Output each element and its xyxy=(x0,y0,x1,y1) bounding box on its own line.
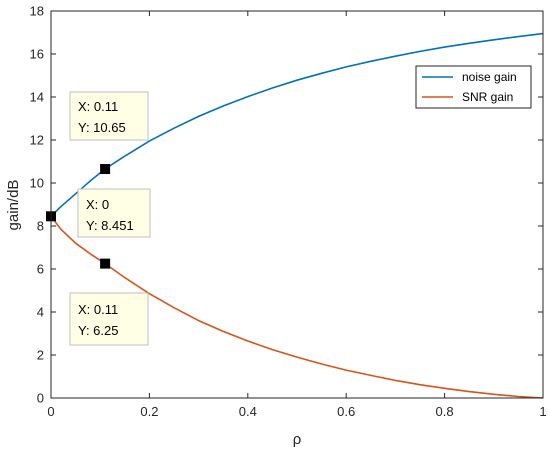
y-tick-label: 2 xyxy=(37,348,44,363)
x-tick-label: 0 xyxy=(47,404,54,419)
legend-label-noise-gain: noise gain xyxy=(462,70,517,84)
y-tick-label: 18 xyxy=(30,4,44,19)
datatip-box xyxy=(69,292,149,346)
x-tick-label: 0.2 xyxy=(140,404,158,419)
y-tick-label: 14 xyxy=(30,90,44,105)
datatip-y-value: Y: 6.25 xyxy=(78,323,118,338)
y-tick-label: 10 xyxy=(30,176,44,191)
datatip-3[interactable]: X: 0.11 Y: 6.25 xyxy=(69,292,149,346)
datatip-y-value: Y: 10.65 xyxy=(78,120,126,135)
x-tick-label: 0.4 xyxy=(239,404,257,419)
plot-frame xyxy=(50,10,544,399)
x-tick-label: 0.8 xyxy=(436,404,454,419)
legend: noise gain SNR gain xyxy=(415,65,532,109)
x-tick-label: 0.6 xyxy=(337,404,355,419)
y-axis-label: gain/dB xyxy=(5,180,22,231)
y-axis: 0 2 4 6 8 10 12 14 16 18 xyxy=(30,4,543,406)
y-tick-label: 4 xyxy=(37,305,44,320)
datatip-box xyxy=(77,188,151,238)
y-tick-label: 8 xyxy=(37,219,44,234)
datatip-marker[interactable] xyxy=(100,258,111,269)
x-tick-label: 1 xyxy=(539,404,546,419)
datatip-2[interactable]: X: 0 Y: 8.451 xyxy=(77,188,151,238)
datatip-y-value: Y: 8.451 xyxy=(86,218,134,233)
y-tick-label: 16 xyxy=(30,47,44,62)
legend-label-snr-gain: SNR gain xyxy=(462,90,513,104)
datatip-box xyxy=(69,91,149,141)
datatip-x-value: X: 0.11 xyxy=(78,99,118,114)
datatip-marker[interactable] xyxy=(100,164,111,175)
datatip-x-value: X: 0.11 xyxy=(78,302,118,317)
x-axis: 0 0.2 0.4 0.6 0.8 1 xyxy=(47,11,547,419)
datatip-1[interactable]: X: 0.11 Y: 10.65 xyxy=(69,91,149,141)
y-tick-label: 12 xyxy=(30,133,44,148)
datatip-x-value: X: 0 xyxy=(86,197,109,212)
legend-box xyxy=(415,65,532,109)
y-tick-label: 6 xyxy=(37,262,44,277)
x-axis-label: ρ xyxy=(293,431,302,448)
y-tick-label: 0 xyxy=(37,391,44,406)
